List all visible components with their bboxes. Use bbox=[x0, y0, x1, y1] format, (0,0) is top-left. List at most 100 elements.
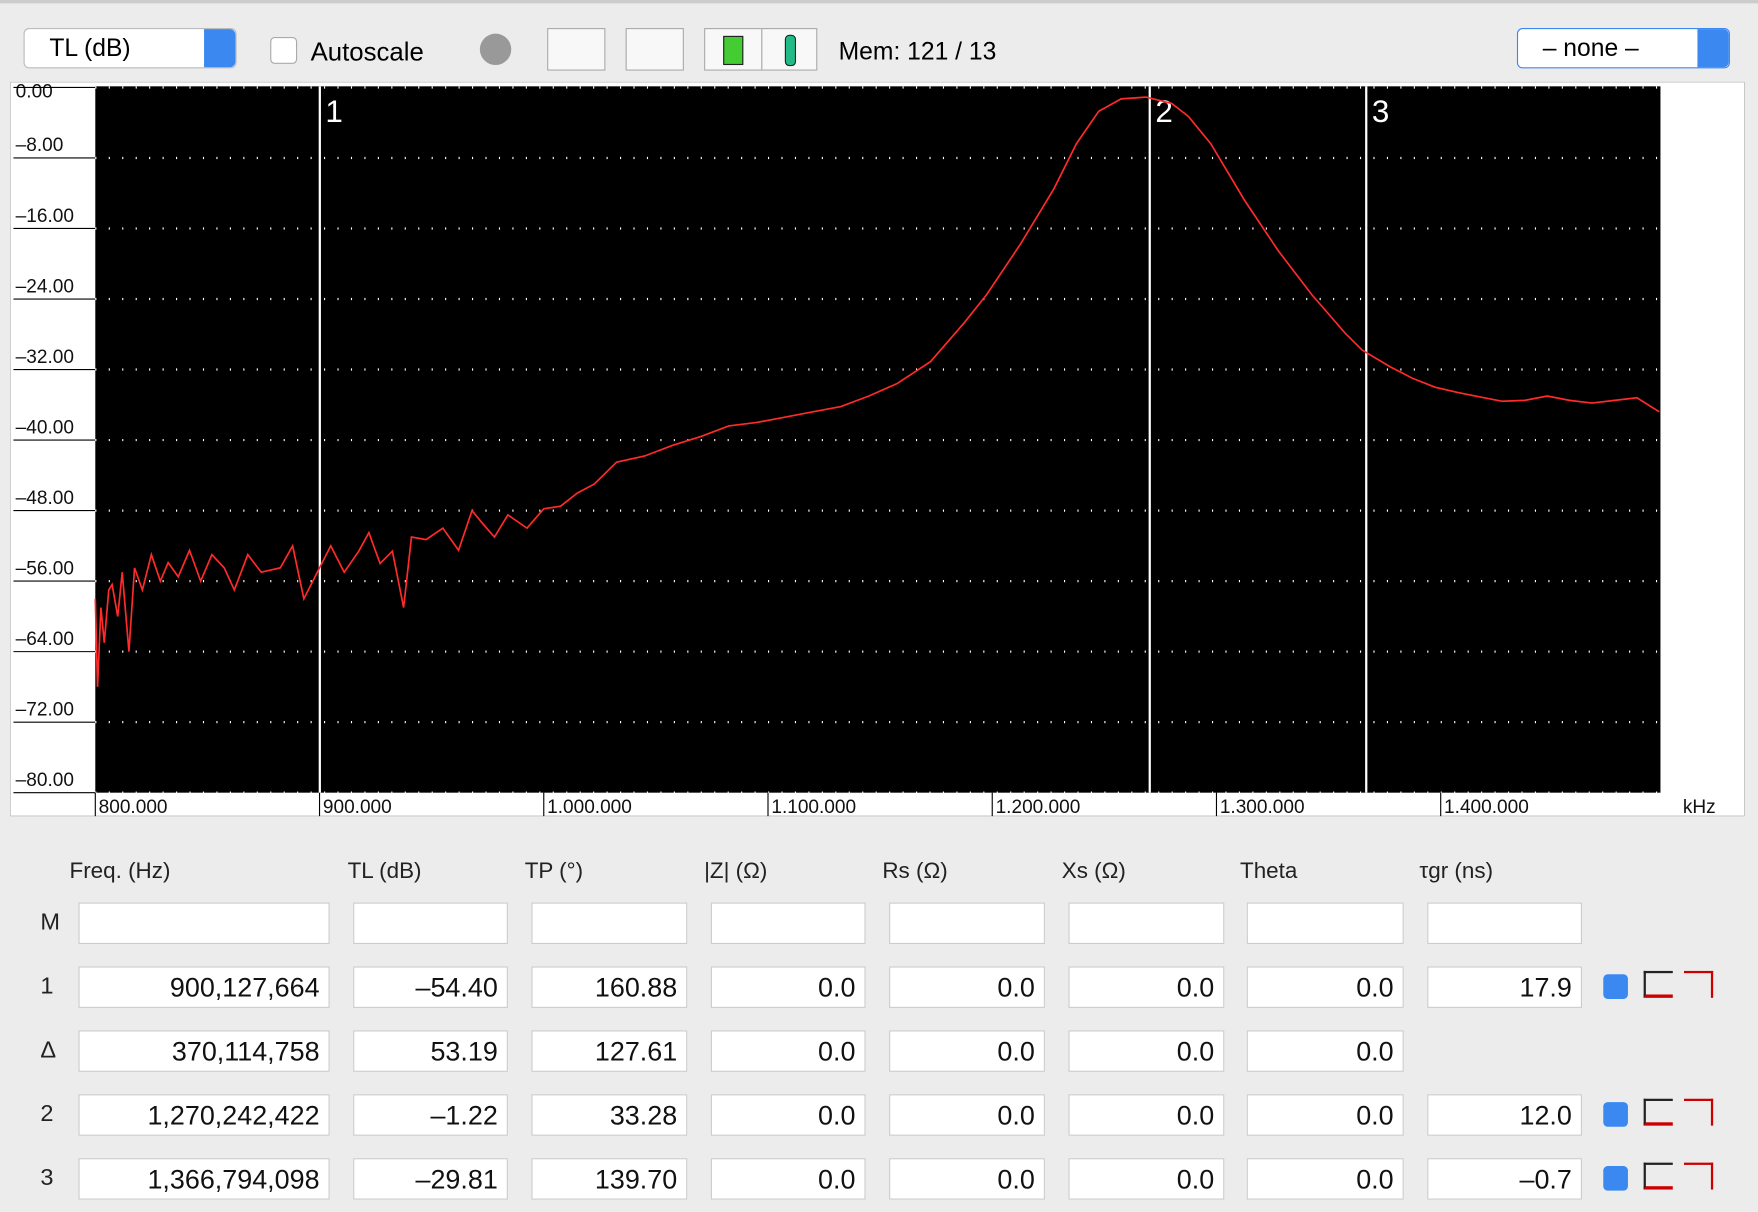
row-label: 3 bbox=[40, 1165, 53, 1192]
column-header: Theta bbox=[1240, 859, 1297, 885]
x-tick-label: 800.000 bbox=[99, 797, 168, 816]
column-header: Xs (Ω) bbox=[1062, 859, 1126, 885]
column-header: TL (dB) bbox=[348, 859, 422, 885]
value-cell[interactable]: 1,270,242,422 bbox=[78, 1094, 329, 1135]
x-tick-label: 1.100.000 bbox=[771, 797, 856, 816]
empty-cell[interactable] bbox=[353, 903, 508, 944]
marker-label: 3 bbox=[1372, 94, 1389, 129]
memory-label: Mem: 121 / 13 bbox=[839, 37, 997, 66]
x-tick-label: 1.300.000 bbox=[1220, 797, 1305, 816]
value-cell[interactable]: –1.22 bbox=[353, 1094, 508, 1135]
empty-cell[interactable] bbox=[531, 903, 687, 944]
select-arrow bbox=[204, 29, 235, 67]
port-ext-button[interactable] bbox=[626, 28, 684, 71]
value-cell[interactable]: 12.0 bbox=[1427, 1094, 1582, 1135]
value-cell[interactable]: 33.28 bbox=[531, 1094, 687, 1135]
empty-cell[interactable] bbox=[1427, 903, 1582, 944]
value-cell[interactable]: 0.0 bbox=[1068, 1158, 1224, 1199]
column-header: |Z| (Ω) bbox=[704, 859, 767, 885]
preset-select[interactable]: – none – bbox=[1517, 28, 1730, 68]
top-strip bbox=[0, 0, 1758, 3]
y-tick-label: 0.00 bbox=[16, 82, 53, 103]
display-select[interactable]: TL (dB) bbox=[24, 28, 237, 68]
value-cell[interactable]: 0.0 bbox=[889, 966, 1045, 1007]
value-cell[interactable]: 0.0 bbox=[1247, 1158, 1404, 1199]
tune-icon[interactable] bbox=[1684, 1099, 1713, 1126]
value-cell[interactable]: 900,127,664 bbox=[78, 966, 329, 1007]
value-cell[interactable]: 0.0 bbox=[1068, 966, 1224, 1007]
smith-button[interactable] bbox=[480, 34, 511, 65]
empty-cell[interactable] bbox=[711, 903, 866, 944]
x-tick-label: 1.400.000 bbox=[1444, 797, 1529, 816]
marker-checkbox[interactable] bbox=[1603, 1102, 1628, 1127]
column-header: TP (°) bbox=[525, 859, 583, 885]
value-cell[interactable]: 1,366,794,098 bbox=[78, 1158, 329, 1199]
preset-select-text: – none – bbox=[1543, 34, 1639, 62]
marker-checkbox[interactable] bbox=[1603, 1166, 1628, 1191]
chart: 0.00 –8.00 –16.00 –24.00 –32.00 –40.00 –48.00 –… bbox=[10, 82, 1744, 816]
plot-area bbox=[95, 86, 1660, 792]
value-cell[interactable]: –29.81 bbox=[353, 1158, 508, 1199]
math-icon[interactable] bbox=[1644, 1163, 1673, 1190]
column-header: Rs (Ω) bbox=[882, 859, 947, 885]
empty-cell[interactable] bbox=[889, 903, 1045, 944]
temp-button[interactable] bbox=[761, 28, 817, 71]
value-cell[interactable]: 0.0 bbox=[1068, 1030, 1224, 1071]
y-tick-label: –32.00 bbox=[16, 347, 74, 368]
value-cell[interactable]: –0.7 bbox=[1427, 1158, 1582, 1199]
value-cell[interactable]: 127.61 bbox=[531, 1030, 687, 1071]
row-label: 1 bbox=[40, 973, 53, 1000]
tune-icon[interactable] bbox=[1684, 971, 1713, 998]
y-tick-label: –48.00 bbox=[16, 488, 74, 509]
y-tick-label: –16.00 bbox=[16, 206, 74, 227]
value-cell[interactable]: 370,114,758 bbox=[78, 1030, 329, 1071]
y-tick-label: –80.00 bbox=[16, 770, 74, 791]
math-icon[interactable] bbox=[1644, 1099, 1673, 1126]
x-tick-label: 1.000.000 bbox=[547, 797, 632, 816]
row-label: Δ bbox=[40, 1037, 56, 1064]
value-cell[interactable]: 0.0 bbox=[1247, 1030, 1404, 1071]
marker-checkbox[interactable] bbox=[1603, 974, 1628, 999]
empty-cell[interactable] bbox=[1068, 903, 1224, 944]
y-tick-label: –40.00 bbox=[16, 417, 74, 438]
column-header: τgr (ns) bbox=[1419, 859, 1493, 885]
value-cell[interactable]: 0.0 bbox=[711, 1094, 866, 1135]
value-cell[interactable]: 0.0 bbox=[711, 1030, 866, 1071]
value-cell[interactable]: 0.0 bbox=[711, 1158, 866, 1199]
tune-icon[interactable] bbox=[1684, 1163, 1713, 1190]
empty-cell[interactable] bbox=[1247, 903, 1404, 944]
value-cell[interactable]: 139.70 bbox=[531, 1158, 687, 1199]
y-tick-label: –8.00 bbox=[16, 135, 64, 156]
row-label: 2 bbox=[40, 1101, 53, 1128]
value-cell[interactable]: 0.0 bbox=[889, 1094, 1045, 1135]
y-tick-label: –56.00 bbox=[16, 558, 74, 579]
value-cell[interactable]: 0.0 bbox=[1247, 1094, 1404, 1135]
math-icon[interactable] bbox=[1644, 971, 1673, 998]
y-tick-label: –64.00 bbox=[16, 629, 74, 650]
value-cell[interactable]: 160.88 bbox=[531, 966, 687, 1007]
y-tick-label: –24.00 bbox=[16, 276, 74, 297]
value-cell[interactable]: 17.9 bbox=[1427, 966, 1582, 1007]
battery-button[interactable] bbox=[704, 28, 762, 71]
ref-button[interactable] bbox=[547, 28, 605, 71]
empty-cell[interactable] bbox=[78, 903, 329, 944]
autoscale-label[interactable]: Autoscale bbox=[311, 37, 424, 67]
autoscale-checkbox[interactable] bbox=[270, 37, 297, 64]
value-cell[interactable]: 0.0 bbox=[889, 1030, 1045, 1071]
y-tick-label: –72.00 bbox=[16, 699, 74, 720]
temp-icon bbox=[785, 35, 796, 66]
value-cell[interactable]: 0.0 bbox=[1247, 966, 1404, 1007]
display-select-text: TL (dB) bbox=[49, 34, 130, 62]
x-unit-label: kHz bbox=[1683, 797, 1716, 816]
value-cell[interactable]: 0.0 bbox=[889, 1158, 1045, 1199]
value-cell[interactable]: 0.0 bbox=[711, 966, 866, 1007]
x-tick-label: 1.200.000 bbox=[996, 797, 1081, 816]
value-cell[interactable]: 0.0 bbox=[1068, 1094, 1224, 1135]
value-cell[interactable]: 53.19 bbox=[353, 1030, 508, 1071]
column-header: Freq. (Hz) bbox=[70, 859, 171, 885]
value-cell[interactable]: –54.40 bbox=[353, 966, 508, 1007]
marker-label: 1 bbox=[325, 94, 342, 129]
battery-icon bbox=[723, 36, 743, 65]
